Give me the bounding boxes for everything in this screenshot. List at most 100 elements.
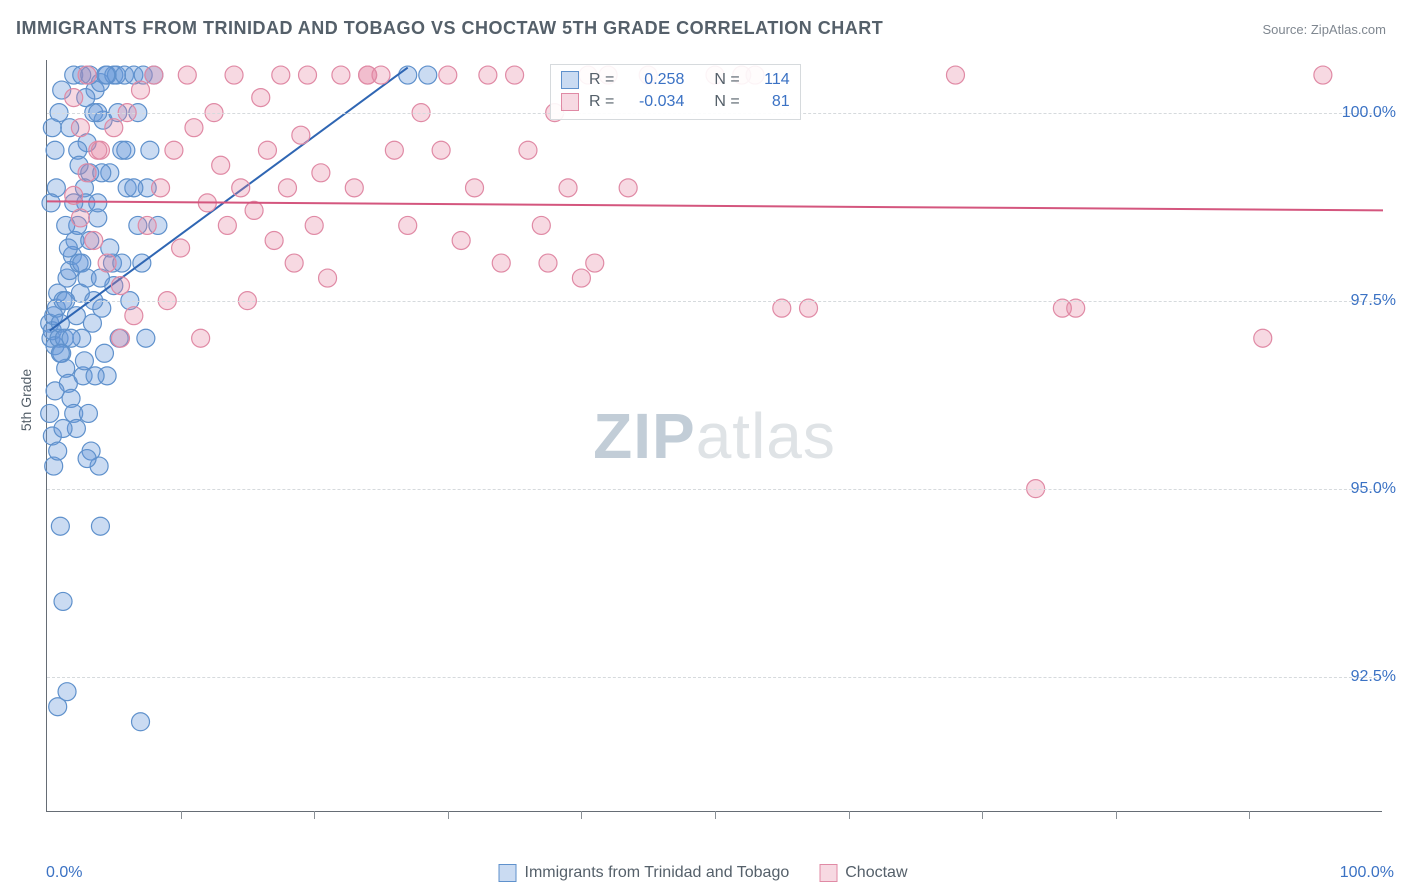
x-tick [1116, 811, 1117, 819]
x-axis-max-label: 100.0% [1340, 864, 1394, 882]
data-point [65, 89, 83, 107]
legend-swatch-choctaw [819, 864, 837, 882]
data-point [572, 269, 590, 287]
data-point [152, 179, 170, 197]
data-point [946, 66, 964, 84]
data-point [46, 141, 64, 159]
x-tick [715, 811, 716, 819]
data-point [85, 231, 103, 249]
data-point [359, 66, 377, 84]
data-point [41, 404, 59, 422]
data-point [619, 179, 637, 197]
data-point [285, 254, 303, 272]
x-tick [448, 811, 449, 819]
chart-svg [47, 60, 1382, 811]
gridline [47, 677, 1382, 678]
data-point [79, 404, 97, 422]
data-point [419, 66, 437, 84]
data-point [272, 66, 290, 84]
series-legend: Immigrants from Trinidad and Tobago Choc… [499, 864, 908, 882]
data-point [439, 66, 457, 84]
data-point [117, 141, 135, 159]
data-point [332, 66, 350, 84]
data-point [479, 66, 497, 84]
source-label: Source: ZipAtlas.com [1262, 22, 1386, 37]
legend-label-trinidad: Immigrants from Trinidad and Tobago [525, 864, 790, 882]
data-point [51, 344, 69, 362]
data-point [312, 164, 330, 182]
data-point [1314, 66, 1332, 84]
legend-swatch-trinidad [499, 864, 517, 882]
r-label: R = [589, 93, 614, 111]
x-axis-min-label: 0.0% [46, 864, 82, 882]
data-point [137, 329, 155, 347]
data-point [71, 209, 89, 227]
data-point [539, 254, 557, 272]
data-point [54, 592, 72, 610]
x-tick [1249, 811, 1250, 819]
data-point [252, 89, 270, 107]
source-prefix: Source: [1262, 22, 1310, 37]
data-point [385, 141, 403, 159]
legend-swatch [561, 71, 579, 89]
data-point [192, 329, 210, 347]
data-point [399, 216, 417, 234]
data-point [212, 156, 230, 174]
r-value: -0.034 [624, 93, 684, 111]
legend-item-trinidad: Immigrants from Trinidad and Tobago [499, 864, 790, 882]
data-point [95, 344, 113, 362]
data-point [97, 66, 115, 84]
legend-row: R =0.258N =114 [561, 69, 790, 91]
data-point [519, 141, 537, 159]
plot-area: ZIPatlas [46, 60, 1382, 812]
data-point [432, 141, 450, 159]
y-axis-label: 5th Grade [18, 369, 34, 431]
correlation-legend: R =0.258N =114R =-0.034N =81 [550, 64, 801, 120]
data-point [132, 81, 150, 99]
data-point [46, 382, 64, 400]
chart-title: IMMIGRANTS FROM TRINIDAD AND TOBAGO VS C… [16, 18, 883, 39]
gridline [47, 301, 1382, 302]
x-tick [181, 811, 182, 819]
legend-row: R =-0.034N =81 [561, 91, 790, 113]
chart-container: IMMIGRANTS FROM TRINIDAD AND TOBAGO VS C… [0, 0, 1406, 892]
data-point [245, 201, 263, 219]
data-point [466, 179, 484, 197]
data-point [89, 141, 107, 159]
data-point [319, 269, 337, 287]
data-point [54, 419, 72, 437]
data-point [51, 517, 69, 535]
data-point [83, 314, 101, 332]
data-point [105, 119, 123, 137]
data-point [172, 239, 190, 257]
data-point [138, 216, 156, 234]
data-point [345, 179, 363, 197]
r-value: 0.258 [624, 71, 684, 89]
data-point [71, 119, 89, 137]
legend-item-choctaw: Choctaw [819, 864, 907, 882]
y-tick-label: 92.5% [1351, 668, 1396, 686]
data-point [62, 329, 80, 347]
data-point [1067, 299, 1085, 317]
data-point [773, 299, 791, 317]
data-point [111, 329, 129, 347]
data-point [185, 119, 203, 137]
data-point [586, 254, 604, 272]
data-point [145, 66, 163, 84]
legend-label-choctaw: Choctaw [845, 864, 907, 882]
x-tick [982, 811, 983, 819]
data-point [225, 66, 243, 84]
x-tick [314, 811, 315, 819]
r-label: R = [589, 71, 614, 89]
data-point [218, 216, 236, 234]
data-point [86, 367, 104, 385]
data-point [98, 254, 116, 272]
data-point [111, 277, 129, 295]
data-point [165, 141, 183, 159]
data-point [78, 164, 96, 182]
data-point [506, 66, 524, 84]
y-tick-label: 97.5% [1351, 292, 1396, 310]
data-point [452, 231, 470, 249]
data-point [141, 141, 159, 159]
source-link[interactable]: ZipAtlas.com [1311, 22, 1386, 37]
